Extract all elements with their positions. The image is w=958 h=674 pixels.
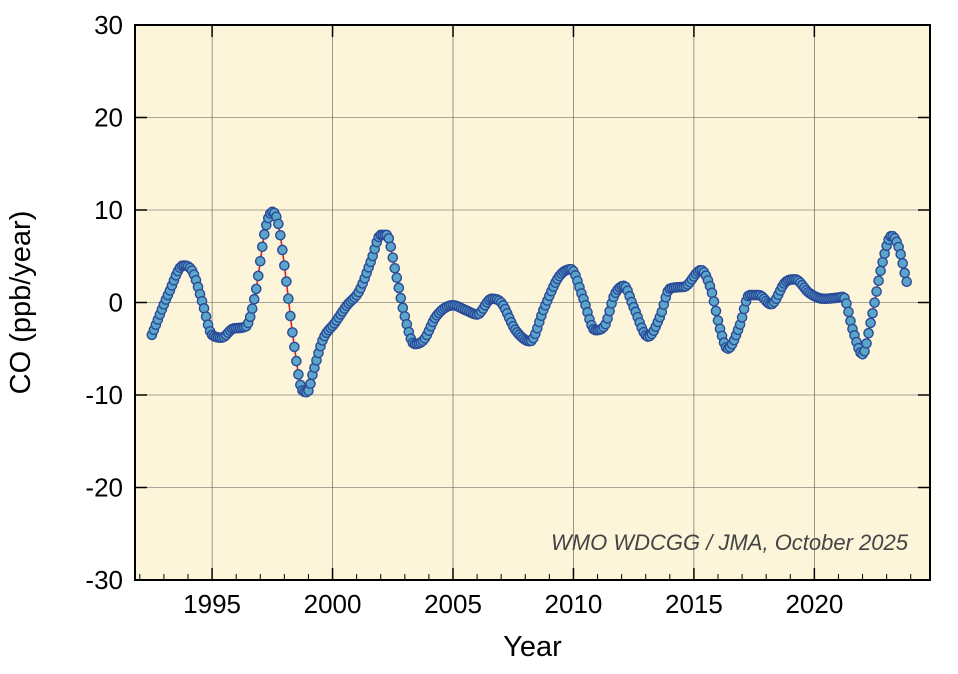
tick-layer: 1995 2000 2005 2010 2015 2020 -30 -20 -10 0 10 20 30 — [85, 10, 930, 619]
data-point — [706, 287, 718, 299]
data-point — [291, 355, 302, 367]
data-point — [254, 255, 266, 267]
data-point — [393, 282, 405, 294]
data-point — [391, 272, 403, 284]
data-point — [273, 218, 284, 230]
data-point — [252, 270, 264, 282]
data-point — [863, 327, 874, 339]
y-tick-label: -10 — [85, 380, 123, 410]
data-point — [397, 302, 409, 314]
data-point — [275, 229, 286, 241]
marker-layer — [146, 206, 913, 398]
data-point — [383, 233, 395, 244]
x-tick-label: 2010 — [545, 589, 603, 619]
data-point — [871, 286, 882, 297]
data-point — [897, 258, 909, 269]
data-point — [708, 296, 720, 307]
series-layer — [146, 206, 913, 398]
data-point — [387, 252, 399, 263]
data-point — [283, 293, 294, 305]
data-point — [867, 307, 878, 319]
data-point — [281, 276, 292, 287]
x-tick-label: 2020 — [785, 589, 843, 619]
data-point — [305, 378, 316, 390]
data-point — [736, 312, 748, 323]
data-point — [258, 229, 270, 240]
data-point — [861, 338, 872, 349]
data-point — [248, 293, 260, 305]
data-point — [285, 310, 296, 322]
data-point — [901, 276, 913, 288]
data-point — [873, 275, 884, 287]
y-tick-label: 10 — [94, 195, 123, 225]
data-point — [287, 327, 298, 338]
y-tick-label: 30 — [94, 10, 123, 40]
plot-frame — [134, 24, 931, 581]
x-tick-label: 1995 — [183, 589, 241, 619]
y-tick-label: 20 — [94, 103, 123, 133]
x-axis-label: Year — [503, 631, 562, 663]
data-point — [256, 241, 268, 253]
data-point — [843, 306, 854, 318]
data-point — [710, 305, 722, 317]
data-point — [389, 262, 401, 274]
y-tick-label: -20 — [85, 473, 123, 503]
x-tick-label: 2015 — [665, 589, 723, 619]
data-point — [877, 256, 888, 268]
data-point — [865, 317, 876, 329]
data-point — [395, 292, 407, 304]
data-point — [385, 241, 397, 253]
data-point — [869, 297, 880, 308]
data-point — [293, 369, 304, 380]
source-annotation: WMO WDCGG / JMA, October 2025 — [551, 530, 909, 555]
x-tick-label: 2000 — [304, 589, 362, 619]
y-axis-label: CO (ppb/year) — [5, 211, 37, 395]
data-point — [895, 248, 906, 260]
data-point — [279, 260, 290, 271]
data-point — [277, 244, 288, 256]
y-tick-label: 0 — [109, 288, 123, 318]
data-point — [246, 303, 258, 314]
data-point — [289, 341, 300, 353]
data-point — [250, 283, 262, 295]
y-tick-label: -30 — [85, 565, 123, 595]
data-point — [899, 267, 911, 279]
x-tick-label: 2005 — [424, 589, 482, 619]
data-point — [875, 265, 886, 277]
